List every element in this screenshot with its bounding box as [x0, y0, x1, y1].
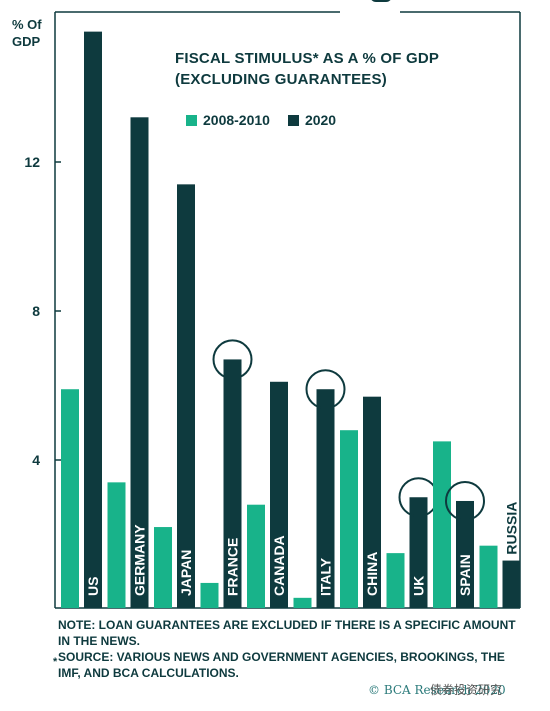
category-label: UK — [411, 576, 427, 596]
category-label: FRANCE — [225, 538, 241, 596]
legend-entry-2020: 2020 — [287, 112, 337, 128]
highlight-circle — [305, 369, 346, 410]
bar-2020 — [502, 560, 521, 608]
bar-2020 — [270, 381, 288, 608]
category-label: JAPAN — [178, 550, 194, 596]
footnote-asterisk: * — [53, 656, 58, 668]
bar-2020 — [84, 31, 102, 608]
bar-2020 — [130, 117, 149, 609]
legend: 2008-2010 2020 — [186, 112, 354, 128]
bar-2020 — [456, 500, 474, 608]
legend-entry-2008-2010: 2008-2010 — [186, 112, 270, 128]
bar-2008-2010 — [433, 441, 451, 608]
top-strip — [0, 0, 550, 10]
bar-2008-2010 — [107, 482, 126, 608]
category-label: CHINA — [364, 552, 380, 596]
bar-2008-2010 — [293, 597, 312, 608]
y-axis-label: % Of GDP — [12, 17, 42, 49]
note-text: NOTE: LOAN GUARANTEES ARE EXCLUDED IF TH… — [58, 618, 516, 648]
y-tick-label: 8 — [32, 303, 40, 319]
copyright-mark: © BCA Research 2020 — [368, 683, 506, 697]
bar-2020 — [409, 497, 428, 608]
category-label: RUSSIA — [504, 502, 520, 555]
legend-label-2008-2010: 2008-2010 — [203, 112, 270, 128]
bar-2008-2010 — [154, 527, 172, 608]
legend-label-2020: 2020 — [304, 112, 337, 128]
title-clip — [370, 0, 392, 2]
bar-2008-2010 — [247, 504, 265, 608]
bar-2008-2010 — [340, 430, 358, 608]
bar-2008-2010 — [200, 582, 219, 608]
category-label: US — [85, 577, 101, 596]
chart-title: FISCAL STIMULUS* AS A % OF GDP (EXCLUDIN… — [175, 48, 505, 90]
highlight-circle — [445, 480, 485, 521]
bar-2020 — [363, 396, 381, 608]
bar-2020 — [177, 184, 195, 608]
y-tick-label: 4 — [32, 452, 40, 468]
y-tick-label: 12 — [24, 154, 40, 170]
watermark: 债券投资研究 — [430, 683, 503, 697]
legend-swatch-2020 — [287, 114, 299, 126]
category-label: CANADA — [271, 535, 287, 596]
bar-2008-2010 — [479, 545, 498, 608]
legend-swatch-2008-2010 — [186, 114, 197, 126]
chart-title-line2: (EXCLUDING GUARANTEES) — [175, 71, 387, 88]
bar-2020 — [223, 359, 242, 608]
category-label: GERMANY — [132, 524, 148, 596]
bar-2008-2010 — [386, 553, 405, 608]
bar-2008-2010 — [61, 389, 79, 608]
footnotes: NOTE: LOAN GUARANTEES ARE EXCLUDED IF TH… — [53, 617, 528, 681]
chart-title-line1: FISCAL STIMULUS* AS A % OF GDP — [175, 50, 440, 67]
source-text: SOURCE: VARIOUS NEWS AND GOVERNMENT AGEN… — [58, 650, 505, 680]
category-label: ITALY — [318, 557, 334, 596]
highlight-circle — [212, 339, 253, 380]
bar-2020 — [316, 389, 335, 608]
category-label: SPAIN — [457, 554, 473, 596]
